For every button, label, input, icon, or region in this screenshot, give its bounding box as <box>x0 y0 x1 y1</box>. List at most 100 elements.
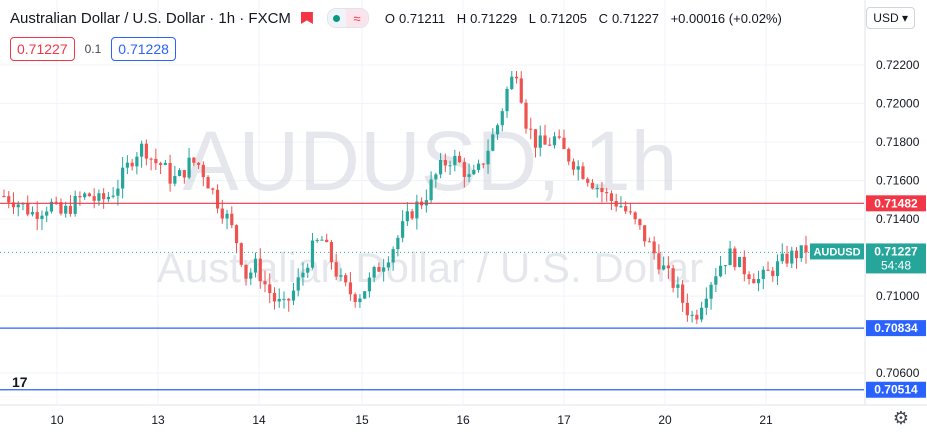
candle-body <box>211 188 215 190</box>
settings-gear-icon[interactable]: ⚙ <box>892 408 909 428</box>
candle-body <box>173 175 177 184</box>
candle-body <box>339 275 343 277</box>
candle-body <box>372 266 376 278</box>
candle-body <box>163 162 167 165</box>
y-tick-label: 0.72000 <box>876 97 920 111</box>
candle-body <box>514 76 519 79</box>
currency-select[interactable]: USD ▾ <box>866 7 915 29</box>
candle-body <box>723 265 727 267</box>
horizontal-lines <box>0 202 864 391</box>
candle-body <box>657 253 661 270</box>
x-tick-label: 17 <box>557 413 571 427</box>
candle-body <box>775 261 780 277</box>
candle-body <box>159 163 163 165</box>
x-tick-label: 15 <box>355 413 369 427</box>
candle-body <box>472 169 476 175</box>
tradingview-logo[interactable]: 17 <box>12 374 28 390</box>
candle-body <box>125 162 129 168</box>
candle-body <box>766 269 770 271</box>
candle-body <box>149 158 153 160</box>
candle-body <box>249 272 253 279</box>
candle-body <box>728 248 732 266</box>
flag-icon[interactable] <box>300 12 313 24</box>
candle-body <box>68 205 73 214</box>
watermark-name: Australian Dollar / U.S. Dollar <box>157 244 703 291</box>
candle-body <box>386 262 390 268</box>
candle-body <box>666 265 670 269</box>
candle-body <box>239 243 243 265</box>
candle-body <box>7 196 11 203</box>
candle-body <box>192 157 196 163</box>
candle-body <box>382 267 386 272</box>
candle-body <box>638 219 642 226</box>
candle-body <box>135 156 139 167</box>
candle-body <box>45 211 49 216</box>
chart-grid <box>0 0 864 404</box>
market-open-icon <box>327 9 346 27</box>
candle-body <box>177 170 182 176</box>
last-price-label: 0.71227 <box>874 244 918 258</box>
candle-body <box>329 242 334 263</box>
candle-body <box>595 187 599 189</box>
candle-body <box>510 76 514 89</box>
y-tick-label: 0.71600 <box>876 174 920 188</box>
candle-body <box>272 292 277 302</box>
candle-body <box>567 149 571 162</box>
x-tick-label: 16 <box>456 413 470 427</box>
candle-body <box>643 225 647 242</box>
candle-body <box>699 307 704 320</box>
candle-body <box>196 162 201 165</box>
candle-body <box>220 208 224 219</box>
candle-body <box>676 284 680 288</box>
candle-body <box>130 162 134 167</box>
candle-body <box>111 195 115 197</box>
candle-body <box>733 248 737 268</box>
candle-body <box>26 203 30 215</box>
candle-body <box>586 178 590 183</box>
price-axis: 0.72200 0.72000 0.71800 0.71600 0.71400 0.710… <box>876 58 920 380</box>
candle-body <box>144 143 148 159</box>
y-tick-label: 0.71400 <box>876 212 920 226</box>
candle-body <box>491 134 495 151</box>
symbol-title[interactable]: Australian Dollar / U.S. Dollar · 1h · F… <box>10 9 291 27</box>
candle-body <box>429 179 433 201</box>
y-tick-label: 0.71800 <box>876 135 920 149</box>
candle-body <box>443 160 447 166</box>
candle-body <box>737 256 742 268</box>
candle-body <box>310 240 315 268</box>
wave-icon: ≈ <box>345 9 368 27</box>
candle-body <box>756 278 761 284</box>
x-tick-label: 13 <box>151 413 165 427</box>
candle-body <box>647 241 651 243</box>
market-status[interactable]: ≈ <box>326 8 369 28</box>
candle-body <box>448 165 452 167</box>
candle-body <box>201 164 205 178</box>
symbol-tag-label: AUDUSD <box>813 246 860 258</box>
candle-body <box>363 291 367 299</box>
candle-body <box>718 265 723 277</box>
support-price-label: 0.70834 <box>874 321 918 335</box>
candle-body <box>481 163 485 165</box>
candle-body <box>35 212 39 219</box>
candle-body <box>282 298 286 300</box>
candle-body <box>410 211 414 219</box>
x-tick-label: 10 <box>50 413 64 427</box>
candle-body <box>671 268 675 288</box>
candle-body <box>2 196 6 197</box>
candle-body <box>244 264 248 279</box>
candle-body <box>457 155 462 163</box>
candle-body <box>358 298 362 303</box>
buy-button[interactable]: 0.71228 <box>111 37 176 61</box>
candle-body <box>752 279 756 284</box>
sell-button[interactable]: 0.71227 <box>10 37 75 61</box>
countdown-label: 54:48 <box>881 258 911 272</box>
resistance-price-label: 0.71482 <box>874 196 918 210</box>
candle-body <box>102 193 106 200</box>
last-price-tag <box>866 243 926 274</box>
candle-body <box>662 265 666 270</box>
candle-body <box>182 170 186 178</box>
candle-body <box>97 193 101 201</box>
candle-body <box>633 212 637 220</box>
candle-body <box>353 294 357 303</box>
